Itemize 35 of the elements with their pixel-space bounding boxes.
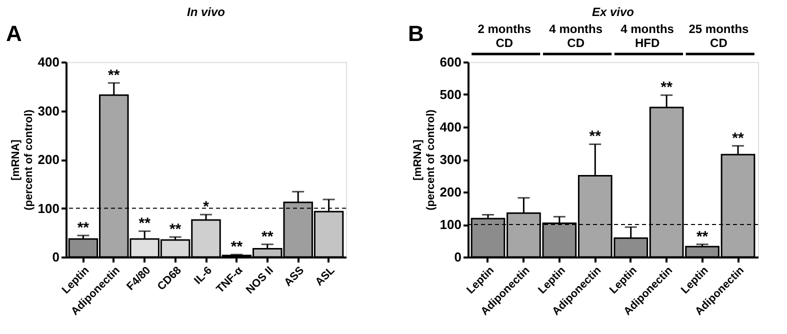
y-axis-title: [mRNA] (percent of control)	[412, 109, 437, 210]
text: 25 months CD	[688, 22, 749, 50]
text: 2 months CD	[478, 22, 532, 50]
y-tick-label: 200	[38, 152, 60, 167]
y-tick-label: 0	[52, 250, 60, 264]
y-tick-label: 100	[38, 200, 60, 216]
y-tick-label: 300	[440, 152, 462, 167]
chart-title: Ex vivo	[592, 5, 634, 19]
data-label: **	[696, 228, 708, 246]
text: 4 months HFD	[620, 22, 674, 50]
chart-subtitle: A	[6, 21, 22, 46]
y-tick-label: 200	[440, 184, 462, 200]
x-tick-label: ASL	[313, 264, 338, 289]
y-axis-title: [mRNA] (percent of control)	[10, 109, 35, 210]
data-label: **	[660, 79, 673, 96]
data-label: **	[230, 238, 243, 256]
data-label: **	[732, 130, 744, 147]
data-label: **	[589, 128, 602, 146]
x-tick-label: IL-6	[192, 264, 214, 287]
chart-subtitle: B	[408, 21, 424, 46]
y-tick-label: 500	[440, 87, 462, 102]
chart-title: In vivo	[186, 5, 226, 19]
data-label: **	[169, 221, 182, 238]
data-label: **	[108, 66, 120, 84]
y-tick-label: 100	[440, 217, 462, 232]
y-tick-label: 300	[38, 103, 60, 118]
y-tick-label: 400	[38, 54, 60, 70]
data-label: **	[77, 220, 90, 237]
y-tick-label: 0	[454, 250, 462, 264]
data-label: **	[262, 228, 274, 246]
text: 4 months CD	[549, 22, 603, 50]
data-label: *	[203, 198, 210, 216]
y-tick-label: 600	[440, 54, 462, 70]
data-label: **	[138, 215, 151, 232]
y-tick-label: 400	[440, 120, 462, 134]
